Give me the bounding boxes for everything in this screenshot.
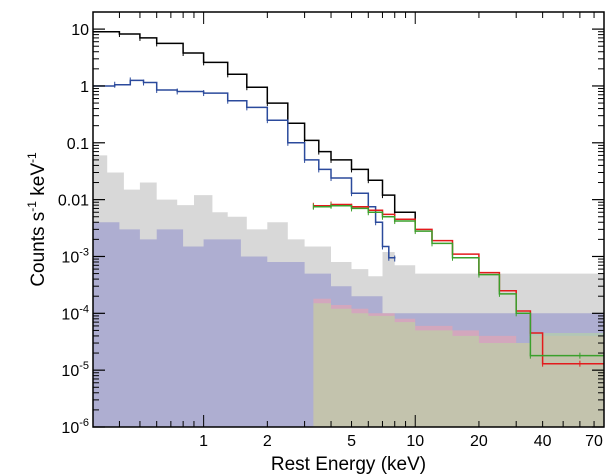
y-tick-label: 10-5 — [61, 360, 89, 380]
y-tick-label: 0.1 — [67, 136, 89, 153]
y-tick-label: 10-3 — [61, 246, 89, 266]
x-tick-label: 1 — [199, 433, 208, 450]
x-tick-label: 2 — [263, 433, 272, 450]
plot-frame — [92, 11, 605, 428]
y-tick-label: 10 — [71, 22, 89, 39]
x-axis-title: Rest Energy (keV) — [271, 454, 426, 475]
x-tick-label: 5 — [347, 433, 356, 450]
y-tick-label: 10-6 — [61, 417, 89, 437]
axis-ticks — [93, 11, 604, 428]
y-axis-title-part: keV — [28, 163, 49, 201]
source-spectra-layer — [92, 28, 605, 367]
y-tick-label: 1 — [80, 79, 89, 96]
spectrum-series-1 — [93, 79, 396, 259]
y-axis-title-sup: -1 — [25, 152, 39, 163]
background-spectrum-3 — [313, 303, 604, 427]
y-tick-label: 0.01 — [58, 193, 89, 210]
x-tick-label: 10 — [406, 433, 424, 450]
x-tick-label: 40 — [534, 433, 552, 450]
y-tick-label: 10-4 — [61, 303, 89, 323]
spectrum-series-3 — [313, 205, 604, 357]
x-tick-label: 70 — [585, 433, 603, 450]
y-axis-title-part: Counts s — [28, 212, 49, 287]
x-tick-label: 20 — [470, 433, 488, 450]
background-spectra-layer — [93, 155, 604, 427]
y-axis-title: Counts s-1 keV-1 — [25, 152, 49, 287]
y-axis-title-sup: -1 — [25, 201, 39, 212]
axis-tick-labels: 1 2 5 10 20 40 70 10 1 0.1 0.01 10-3 10-4 10-5 10-6 — [58, 22, 603, 450]
